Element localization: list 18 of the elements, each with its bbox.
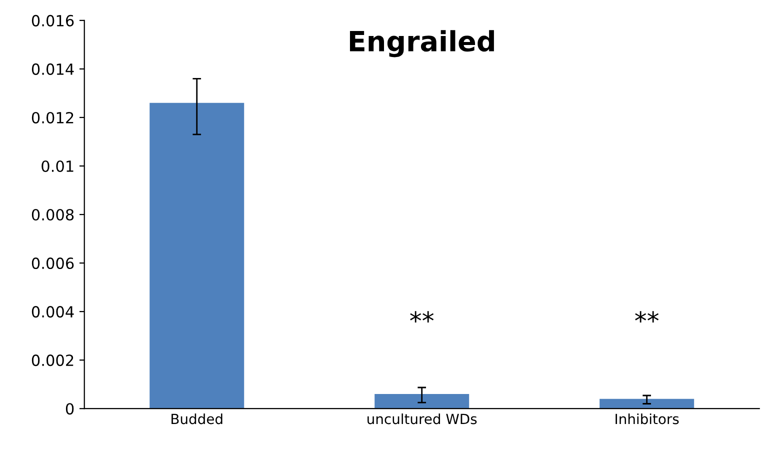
y-tick-label: 0.012 [32,112,74,124]
x-tick-label: Inhibitors [616,413,679,424]
y-tick-label: 0.014 [32,63,74,75]
y-tick-label: 0 [66,403,74,415]
bar [374,394,470,409]
bar [150,102,244,409]
chart-title: Engrailed [350,30,494,58]
bar [600,398,694,409]
y-tick-label: 0.004 [32,306,74,318]
x-tick-label: uncultured WDs [368,413,477,424]
y-tick-label: 0.01 [42,160,74,172]
y-tick-label: 0.006 [32,258,74,270]
y-tick-label: 0.008 [32,208,74,221]
y-tick-label: 0.002 [32,354,74,366]
annotation: ** [410,311,434,322]
y-tick-label: 0.016 [32,14,74,26]
annotation: ** [635,311,659,322]
x-tick-label: Budded [172,413,222,424]
